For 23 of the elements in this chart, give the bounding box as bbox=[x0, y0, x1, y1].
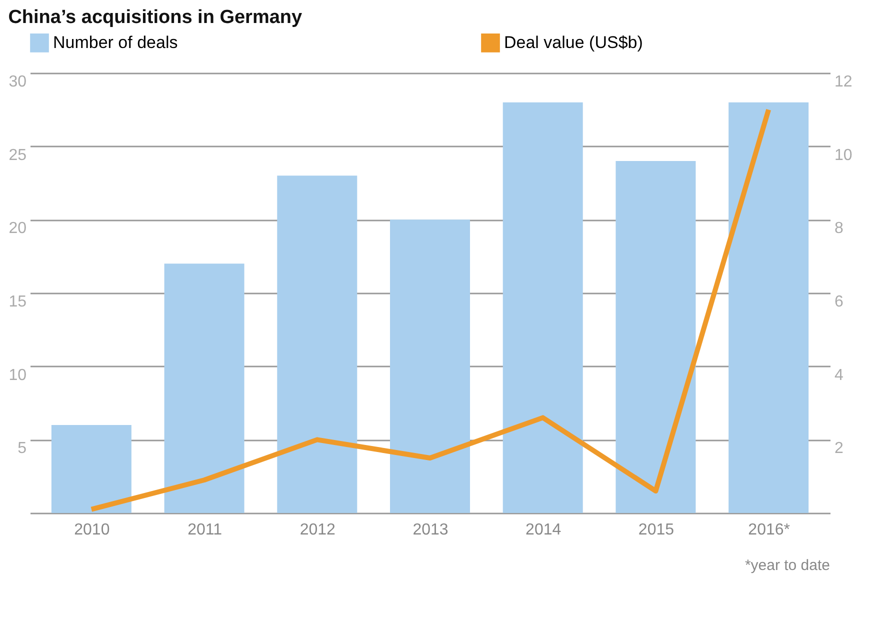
y2-tick-label: 10 bbox=[834, 146, 852, 164]
y-tick-label: 20 bbox=[8, 220, 27, 238]
x-tick-label: 2016* bbox=[748, 522, 790, 538]
y2-tick-label: 4 bbox=[834, 366, 844, 384]
x-tick-label: 2011 bbox=[188, 522, 222, 538]
y2-tick-label: 2 bbox=[834, 440, 844, 458]
y-tick-label: 25 bbox=[8, 146, 27, 164]
x-tick-label: 2015 bbox=[638, 522, 674, 538]
y2-tick-label: 6 bbox=[834, 294, 844, 310]
y-tick-label: 10 bbox=[8, 366, 27, 384]
x-tick-label: 2012 bbox=[300, 522, 336, 538]
y2-tick-label: 8 bbox=[834, 220, 844, 238]
text: *year to date bbox=[744, 557, 830, 574]
x-tick-label: 2010 bbox=[74, 522, 110, 538]
y2-tick-label: 12 bbox=[834, 74, 852, 90]
x-tick-label: 2014 bbox=[526, 522, 562, 538]
y-tick-label: 5 bbox=[18, 440, 27, 458]
legend-label: Number of deals bbox=[53, 32, 178, 52]
y-tick-label: 15 bbox=[8, 294, 27, 310]
legend-label: Deal value (US$b) bbox=[504, 32, 643, 52]
y-tick-label: 30 bbox=[8, 74, 27, 90]
x-tick-label: 2013 bbox=[412, 522, 448, 538]
chart-title: China’s acquisitions in Germany bbox=[8, 7, 303, 28]
